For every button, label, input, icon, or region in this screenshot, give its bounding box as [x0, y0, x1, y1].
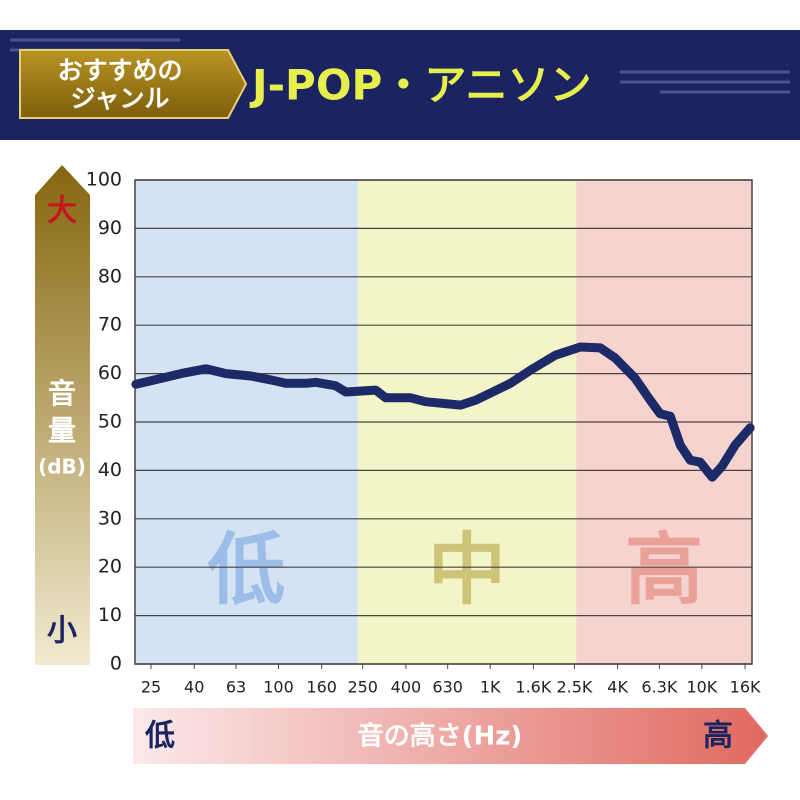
x-tick-label: 25 — [141, 678, 161, 697]
x-tick-label: 250 — [347, 678, 378, 697]
x-arrow — [133, 708, 768, 764]
y-tick-label: 100 — [86, 169, 122, 191]
y-axis-label: 量 — [48, 414, 76, 447]
x-tick-label: 2.5K — [556, 678, 592, 697]
y-arrow — [35, 165, 90, 665]
y-top-label: 大 — [47, 194, 77, 229]
y-tick-label: 0 — [110, 653, 122, 675]
x-tick-label: 10K — [686, 678, 717, 697]
x-tick-label: 40 — [184, 678, 204, 697]
y-tick-label: 70 — [98, 314, 122, 336]
y-tick-label: 10 — [98, 604, 122, 626]
x-tick-label: 4K — [607, 678, 628, 697]
x-tick-label: 630 — [432, 678, 463, 697]
x-tick-label: 100 — [263, 678, 294, 697]
x-axis-label: 音の高さ(Hz) — [358, 721, 523, 752]
y-bottom-label: 小 — [47, 614, 77, 649]
x-tick-label: 63 — [226, 678, 246, 697]
badge — [19, 49, 248, 119]
y-tick-label: 60 — [98, 362, 122, 384]
plot: 低 中 高 0 10 20 30 40 50 60 70 80 90 100 25 40 63 100 160 250… — [86, 169, 761, 697]
x-tick-label: 16K — [730, 678, 761, 697]
x-tick-label: 1K — [480, 678, 501, 697]
band-label: 低 — [207, 525, 285, 615]
y-tick-label: 30 — [98, 507, 122, 529]
x-right-label: 高 — [703, 719, 733, 754]
plot-frame — [134, 179, 753, 665]
title: J-POP・アニソン — [249, 61, 592, 110]
y-tick-label: 40 — [98, 459, 122, 481]
y-tick-label: 80 — [98, 265, 122, 287]
band-label: 中 — [428, 525, 506, 615]
y-tick-label: 90 — [98, 217, 122, 239]
y-tick-label: 20 — [98, 556, 122, 578]
band-label: 高 — [625, 525, 703, 615]
x-tick-label: 400 — [391, 678, 422, 697]
badge-text: おすすめの — [57, 56, 182, 85]
x-tick-label: 1.6K — [515, 678, 551, 697]
y-axis-label: 音 — [48, 377, 76, 410]
badge-text: ジャンル — [71, 84, 170, 113]
y-tick-label: 50 — [98, 411, 122, 433]
x-tick-label: 160 — [306, 678, 337, 697]
line — [131, 342, 755, 482]
x-left-label: 低 — [144, 719, 175, 754]
x-tick-label: 6.3K — [641, 678, 677, 697]
y-axis-label: (dB) — [38, 455, 86, 479]
